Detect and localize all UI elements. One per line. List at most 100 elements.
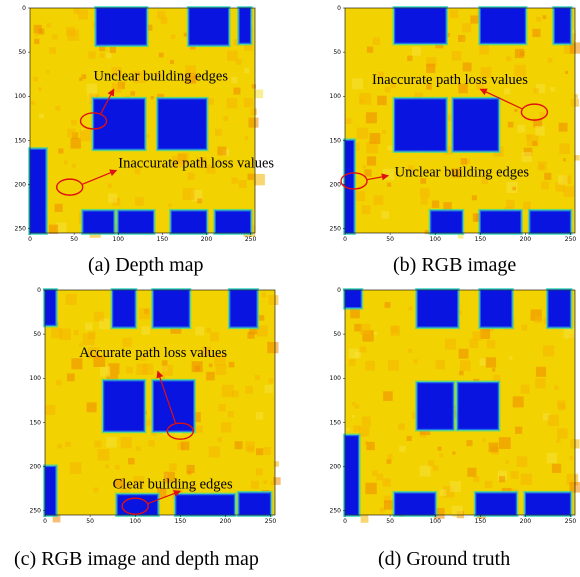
building-block bbox=[29, 148, 47, 234]
annotation-circle bbox=[121, 497, 149, 515]
x-tick-label: 150 bbox=[475, 518, 487, 525]
y-tick-label: 100 bbox=[330, 93, 342, 100]
x-tick-label: 0 bbox=[343, 518, 347, 525]
building-block bbox=[170, 210, 208, 234]
y-tick-label: 100 bbox=[330, 375, 342, 382]
x-tick-label: 100 bbox=[113, 236, 125, 243]
caption-rgb-depth: (c) RGB image and depth map bbox=[14, 548, 259, 570]
building-block bbox=[430, 210, 463, 234]
x-tick-label: 150 bbox=[157, 236, 169, 243]
heatmap-frame bbox=[29, 7, 256, 234]
x-tick-label: 200 bbox=[201, 236, 213, 243]
y-tick-label: 50 bbox=[33, 331, 41, 338]
y-tick-label: 250 bbox=[330, 508, 342, 515]
x-tick-label: 50 bbox=[70, 236, 78, 243]
y-tick-label: 200 bbox=[30, 463, 42, 470]
x-tick-label: 250 bbox=[245, 236, 257, 243]
building-block bbox=[229, 289, 258, 328]
y-tick-label: 250 bbox=[30, 508, 42, 515]
x-tick-label: 250 bbox=[565, 518, 577, 525]
building-block bbox=[44, 465, 57, 516]
y-tick-label: 50 bbox=[333, 49, 341, 56]
x-tick-label: 100 bbox=[429, 236, 441, 243]
building-block bbox=[92, 98, 146, 150]
annotation-label: Accurate path loss values bbox=[79, 345, 227, 361]
annotation-arrow bbox=[147, 490, 181, 505]
building-block bbox=[394, 98, 447, 152]
building-block bbox=[394, 492, 436, 516]
building-block bbox=[416, 289, 459, 328]
y-tick-label: 150 bbox=[330, 419, 342, 426]
building-block bbox=[547, 289, 572, 328]
x-tick-label: 50 bbox=[86, 518, 94, 525]
building-block bbox=[188, 7, 230, 46]
annotation-circle bbox=[79, 112, 108, 130]
x-tick-label: 200 bbox=[520, 518, 532, 525]
building-block bbox=[416, 382, 454, 431]
x-tick-label: 250 bbox=[565, 236, 577, 243]
x-tick-label: 100 bbox=[429, 518, 441, 525]
annotation-arrow bbox=[366, 173, 390, 181]
building-block bbox=[479, 289, 513, 328]
annotation-arrow bbox=[479, 88, 523, 110]
x-tick-label: 0 bbox=[43, 518, 47, 525]
y-tick-label: 100 bbox=[30, 375, 42, 382]
building-block bbox=[112, 289, 136, 328]
building-block bbox=[157, 98, 208, 150]
y-tick-label: 150 bbox=[30, 419, 42, 426]
annotation-label: Clear building edges bbox=[113, 477, 233, 493]
x-tick-label: 150 bbox=[175, 518, 187, 525]
building-block bbox=[475, 492, 517, 516]
y-tick-label: 150 bbox=[330, 137, 342, 144]
annotation-circle bbox=[520, 103, 549, 121]
annotation-circle bbox=[340, 172, 368, 190]
annotation-circle bbox=[166, 422, 194, 440]
heatmap-panel-rgb-image: 0 50 100 150 200 250 0 50 100 150 200 250 Inaccurate… bbox=[330, 5, 580, 243]
x-tick-label: 100 bbox=[129, 518, 141, 525]
y-tick-label: 0 bbox=[337, 5, 341, 12]
building-block bbox=[529, 210, 572, 234]
y-tick-label: 250 bbox=[330, 226, 342, 233]
heatmap-svg: 0 50 100 150 200 250050100150200250Inaccurate… bbox=[330, 5, 580, 243]
y-tick-label: 250 bbox=[15, 226, 27, 233]
x-tick-label: 50 bbox=[386, 236, 394, 243]
heatmap-panel-ground-truth: 0 50 100 150 200 250 0 50 100 150 200 250 bbox=[330, 287, 580, 525]
x-tick-label: 0 bbox=[28, 236, 32, 243]
building-block bbox=[394, 7, 447, 44]
annotation-arrow bbox=[81, 169, 118, 185]
heatmap-frame bbox=[344, 7, 576, 234]
y-tick-label: 0 bbox=[22, 5, 26, 12]
y-tick-label: 150 bbox=[15, 137, 27, 144]
x-tick-label: 150 bbox=[475, 236, 487, 243]
y-tick-label: 0 bbox=[37, 287, 41, 294]
building-block bbox=[103, 380, 145, 432]
building-block bbox=[344, 289, 362, 309]
y-tick-label: 200 bbox=[330, 181, 342, 188]
building-block bbox=[152, 380, 195, 432]
heatmap-frame bbox=[44, 289, 276, 516]
annotation-label: Unclear building edges bbox=[395, 165, 530, 181]
building-block bbox=[238, 7, 252, 44]
y-tick-label: 200 bbox=[15, 181, 27, 188]
x-tick-label: 50 bbox=[386, 518, 394, 525]
annotation-label: Inaccurate path loss values bbox=[118, 156, 274, 172]
annotation-circle bbox=[56, 178, 84, 196]
building-block bbox=[175, 494, 236, 516]
building-block bbox=[82, 210, 115, 234]
annotation-label: Inaccurate path loss values bbox=[372, 72, 528, 88]
x-tick-label: 0 bbox=[343, 236, 347, 243]
building-block bbox=[452, 98, 499, 152]
y-tick-label: 0 bbox=[337, 287, 341, 294]
y-tick-label: 100 bbox=[15, 93, 27, 100]
building-block bbox=[479, 210, 522, 234]
building-block bbox=[238, 492, 272, 516]
building-block bbox=[524, 492, 572, 516]
heatmap-panel-rgb-depth: 0 50 100 150 200 250 0 50 100 150 200 250 Accurate p… bbox=[30, 287, 281, 525]
x-tick-label: 250 bbox=[265, 518, 277, 525]
building-block bbox=[457, 382, 499, 431]
caption-rgb-image: (b) RGB image bbox=[393, 254, 517, 276]
building-block bbox=[152, 289, 190, 328]
building-block bbox=[214, 210, 252, 234]
